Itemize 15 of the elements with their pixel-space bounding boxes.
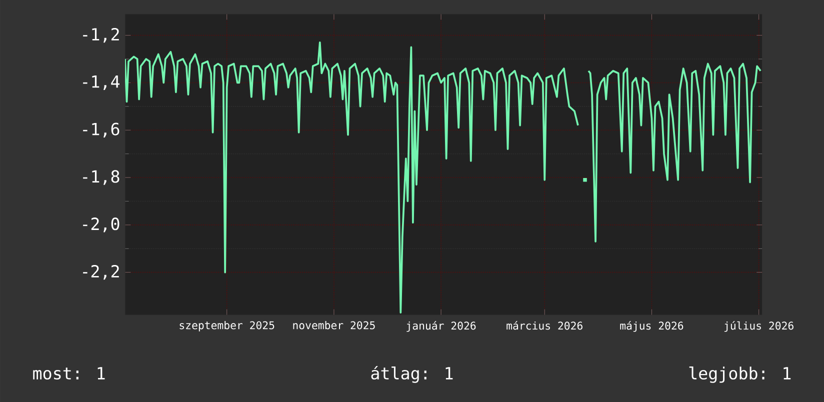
x-tick-label: május 2026 (620, 321, 684, 332)
x-tick-label: július 2026 (724, 321, 794, 332)
y-tick-label: -1,2 (83, 28, 119, 43)
y-tick-label: -2,2 (83, 264, 119, 280)
x-tick-label: január 2026 (406, 321, 476, 332)
y-tick-label: -1,6 (83, 122, 120, 138)
text: átlag: 1 (371, 366, 453, 383)
text: most: 1 (33, 367, 105, 380)
y-tick-label: -1,8 (83, 170, 120, 185)
text: legjobb: 1 (689, 366, 791, 383)
y-tick-label: -2,0 (83, 218, 120, 232)
x-tick-label: szeptember 2025 (180, 321, 274, 332)
x-tick-label: március 2026 (506, 321, 582, 330)
y-tick-label: -1,4 (83, 75, 120, 90)
x-tick-label: november 2025 (293, 321, 375, 330)
